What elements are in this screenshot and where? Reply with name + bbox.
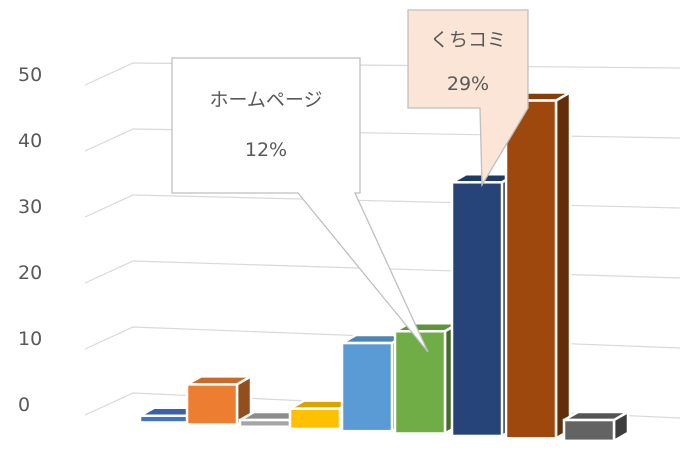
y-tick-label: 0 <box>18 394 30 416</box>
data-callout: くちコミ 29% <box>407 9 529 188</box>
y-tick-label: 20 <box>18 262 42 284</box>
callout-label: くちコミ <box>430 29 506 51</box>
y-axis-tick-labels: 0 10 20 30 40 50 <box>18 64 42 416</box>
callout-value: 12% <box>245 139 287 161</box>
bar <box>504 91 572 440</box>
y-tick-label: 10 <box>18 328 42 350</box>
bars <box>138 91 630 443</box>
callout-label: ホームページ <box>209 89 322 111</box>
bar <box>393 321 461 435</box>
bar <box>562 410 630 443</box>
callout-value: 29% <box>447 73 489 95</box>
callouts: ホームページ 12% くちコミ 29% <box>171 9 529 353</box>
y-tick-label: 50 <box>18 64 42 86</box>
y-tick-label: 30 <box>18 196 42 218</box>
y-tick-label: 40 <box>18 130 42 152</box>
data-callout: ホームページ 12% <box>171 57 429 353</box>
gridline <box>84 194 681 218</box>
bar <box>185 375 253 426</box>
